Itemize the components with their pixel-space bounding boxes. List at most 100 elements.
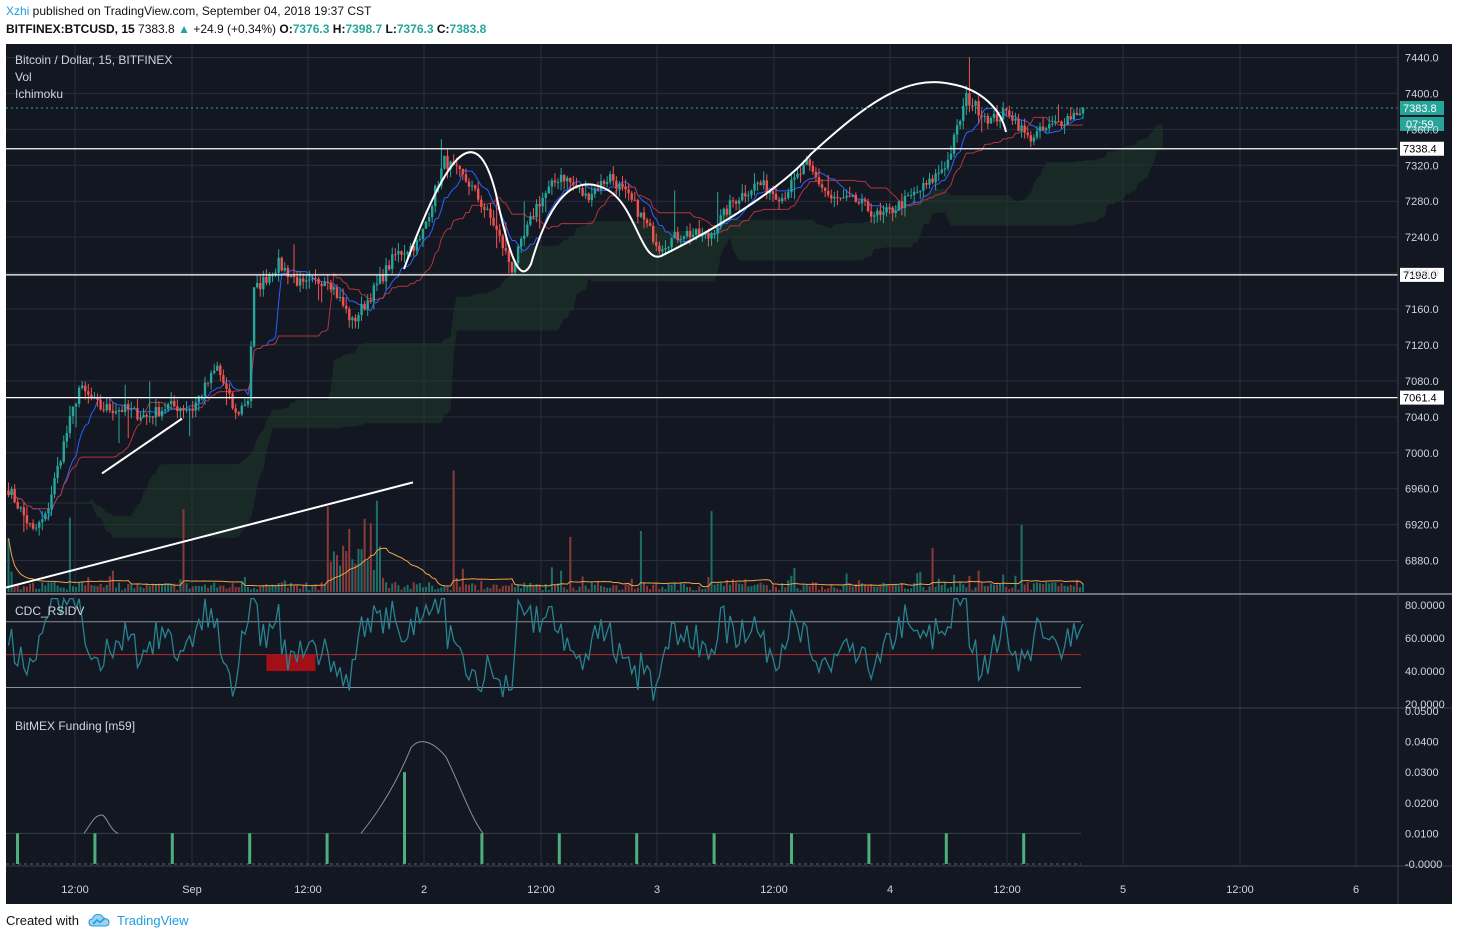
volume-bar: [646, 586, 649, 592]
candle-body: [529, 216, 532, 225]
candle-body: [630, 193, 633, 200]
author-link[interactable]: Xzhi: [6, 4, 30, 18]
candle-body: [280, 257, 283, 271]
candle-body: [176, 406, 179, 411]
candle-body: [449, 161, 452, 170]
open-label: O:: [279, 22, 293, 36]
candle-body: [605, 181, 609, 184]
volume-bar: [259, 586, 262, 592]
candle-body: [759, 182, 762, 186]
candle-body: [802, 164, 805, 174]
candle-body: [314, 278, 317, 280]
candle-body: [937, 172, 940, 174]
ichimoku-indicator-label[interactable]: Ichimoku: [15, 87, 64, 101]
candle-body: [639, 212, 643, 217]
candle-body: [123, 404, 127, 412]
candle-body: [366, 300, 369, 310]
candle-body: [345, 305, 348, 309]
chart-frame[interactable]: 7338.4 7198.0 7061.4 7383.8 07:59 6880.0 6920.…: [6, 44, 1452, 904]
volume-bar: [670, 584, 673, 592]
candle-body: [375, 283, 379, 286]
volume-bar: [566, 589, 569, 592]
volume-bar: [695, 590, 698, 592]
candle-body: [873, 215, 876, 217]
chart-canvas[interactable]: 7338.4 7198.0 7061.4 7383.8 07:59 6880.0 6920.…: [6, 44, 1452, 904]
volume-bar: [716, 583, 719, 592]
rsi-pane-title[interactable]: CDC_RSIDV: [15, 604, 85, 618]
funding-pane-title[interactable]: BitMEX Funding [m59]: [15, 719, 136, 733]
candle-body: [212, 370, 216, 373]
volume-bar: [541, 590, 544, 592]
volume-bar: [326, 506, 329, 592]
candle-body: [590, 194, 593, 201]
candle-body: [483, 206, 486, 210]
candle-body: [615, 180, 618, 189]
candle-body: [50, 494, 53, 509]
candle-body: [1026, 132, 1029, 136]
candle-body: [682, 236, 686, 239]
volume-bar: [265, 584, 268, 592]
volume-bar: [342, 545, 345, 592]
volume-bar: [870, 584, 873, 592]
volume-bar: [943, 582, 946, 592]
volume-bar: [477, 590, 480, 592]
volume-bar: [747, 586, 750, 592]
candle-body: [1063, 124, 1066, 126]
volume-bar: [1032, 583, 1035, 592]
candle-body: [139, 417, 142, 420]
volume-bar: [996, 584, 999, 592]
candle-body: [440, 168, 443, 186]
candle-body: [203, 382, 207, 397]
candle-body: [559, 174, 563, 183]
volume-bar: [771, 584, 774, 592]
volume-bar: [145, 583, 148, 592]
candle-body: [965, 93, 968, 107]
volume-bar: [59, 587, 62, 592]
volume-bar: [102, 587, 105, 592]
volume-bar: [728, 584, 731, 592]
volume-bar: [400, 589, 403, 592]
volume-bar: [971, 589, 974, 592]
candle-body: [519, 238, 523, 247]
candle-body: [102, 409, 105, 411]
volume-bar: [510, 583, 513, 592]
candle-body: [28, 523, 32, 525]
volume-bar: [707, 576, 710, 592]
candle-body: [84, 385, 87, 392]
candle-body: [744, 193, 747, 197]
volume-bar: [609, 587, 612, 592]
volume-bar: [130, 584, 133, 592]
volume-bar: [495, 584, 498, 592]
candle-body: [952, 134, 956, 154]
candle-body: [225, 383, 228, 389]
volume-bar: [1029, 589, 1032, 592]
volume-bar: [118, 582, 121, 592]
candle-body: [498, 229, 501, 236]
candle-body: [796, 173, 799, 178]
candle-body: [311, 278, 314, 280]
volume-bar: [919, 571, 922, 592]
candle-body: [317, 278, 320, 284]
volume-bar: [498, 588, 501, 592]
candle-body: [652, 225, 655, 242]
candle-body: [765, 180, 768, 194]
volume-bar: [544, 584, 547, 592]
volume-bar: [685, 586, 688, 592]
tradingview-link[interactable]: TradingView: [117, 913, 189, 928]
volume-bar: [262, 585, 265, 592]
volume-bar: [157, 584, 160, 592]
candle-body: [234, 408, 237, 413]
volume-bar: [572, 587, 575, 592]
time-axis-tick: 12:00: [527, 884, 555, 896]
volume-bar: [133, 588, 136, 592]
candle-body: [891, 207, 894, 213]
volume-bar: [99, 583, 102, 592]
volume-bar: [207, 587, 210, 592]
candle-body: [753, 183, 756, 191]
volume-bar: [246, 586, 249, 592]
volume-bar: [934, 586, 937, 592]
vol-indicator-label[interactable]: Vol: [15, 70, 32, 84]
candle-body: [53, 477, 56, 495]
candle-body: [618, 183, 621, 189]
volume-bar: [90, 584, 93, 592]
